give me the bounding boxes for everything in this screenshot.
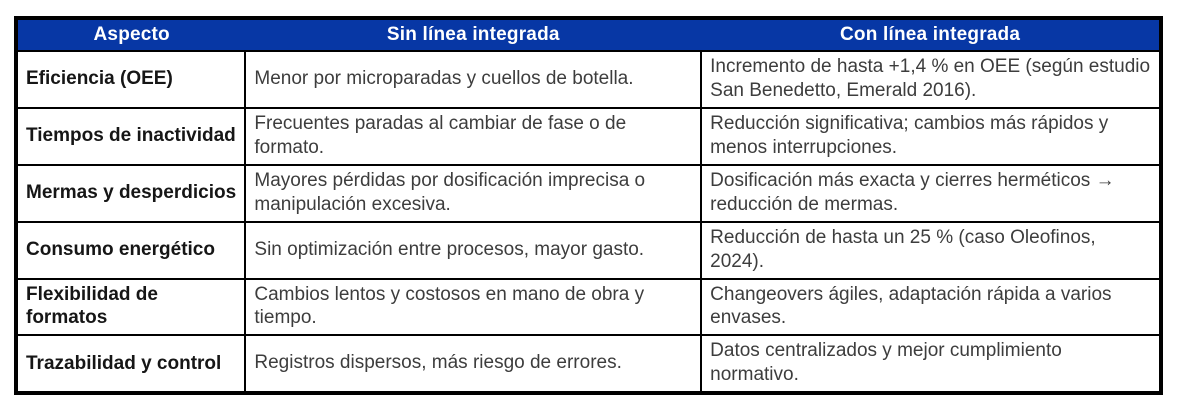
- cell-con-linea: Changeovers ágiles, adaptación rápida a …: [700, 277, 1162, 337]
- cell-sin-linea: Sin optimización entre procesos, mayor g…: [244, 220, 703, 280]
- table-row: Tiempos de inactividad Frecuentes parada…: [14, 106, 1162, 166]
- cell-sin-linea: Mayores pérdidas por dosificación imprec…: [244, 163, 703, 223]
- table-row: Trazabilidad y control Registros dispers…: [14, 334, 1162, 395]
- table-row: Eficiencia (OEE) Menor por microparadas …: [14, 50, 1162, 109]
- cell-con-linea: Dosificación más exacta y cierres hermét…: [700, 163, 1162, 223]
- cell-con-linea: Incremento de hasta +1,4 % en OEE (según…: [700, 50, 1162, 109]
- cell-con-linea: Reducción significativa; cambios más ráp…: [700, 106, 1162, 166]
- table-row: Flexibilidad de formatos Cambios lentos …: [14, 277, 1162, 337]
- cell-sin-linea: Frecuentes paradas al cambiar de fase o …: [244, 106, 703, 166]
- col-header-sin-linea-integrada: Sin línea integrada: [245, 18, 702, 51]
- cell-aspecto: Mermas y desperdicios: [14, 163, 247, 223]
- cell-aspecto: Eficiencia (OEE): [14, 50, 247, 109]
- cell-aspecto: Flexibilidad de formatos: [14, 277, 247, 337]
- cell-sin-linea: Menor por microparadas y cuellos de bote…: [244, 50, 703, 109]
- cell-con-linea: Datos centralizados y mejor cumplimiento…: [700, 334, 1162, 395]
- header-row: Aspecto Sin línea integrada Con línea in…: [16, 18, 1161, 51]
- comparison-table: Aspecto Sin línea integrada Con línea in…: [14, 16, 1163, 396]
- cell-aspecto: Trazabilidad y control: [14, 334, 247, 395]
- table-row: Mermas y desperdicios Mayores pérdidas p…: [14, 163, 1162, 223]
- table-row: Consumo energético Sin optimización entr…: [14, 220, 1162, 280]
- table-header: Aspecto Sin línea integrada Con línea in…: [16, 18, 1161, 51]
- cell-aspecto: Consumo energético: [14, 220, 247, 280]
- cell-con-linea: Reducción de hasta un 25 % (caso Oleofin…: [700, 220, 1162, 280]
- cell-sin-linea: Registros dispersos, más riesgo de error…: [244, 334, 703, 395]
- table-body: Eficiencia (OEE) Menor por microparadas …: [14, 50, 1162, 395]
- col-header-con-linea-integrada: Con línea integrada: [701, 18, 1161, 51]
- cell-aspecto: Tiempos de inactividad: [14, 106, 247, 166]
- col-header-aspecto: Aspecto: [16, 18, 246, 51]
- cell-sin-linea: Cambios lentos y costosos en mano de obr…: [244, 277, 703, 337]
